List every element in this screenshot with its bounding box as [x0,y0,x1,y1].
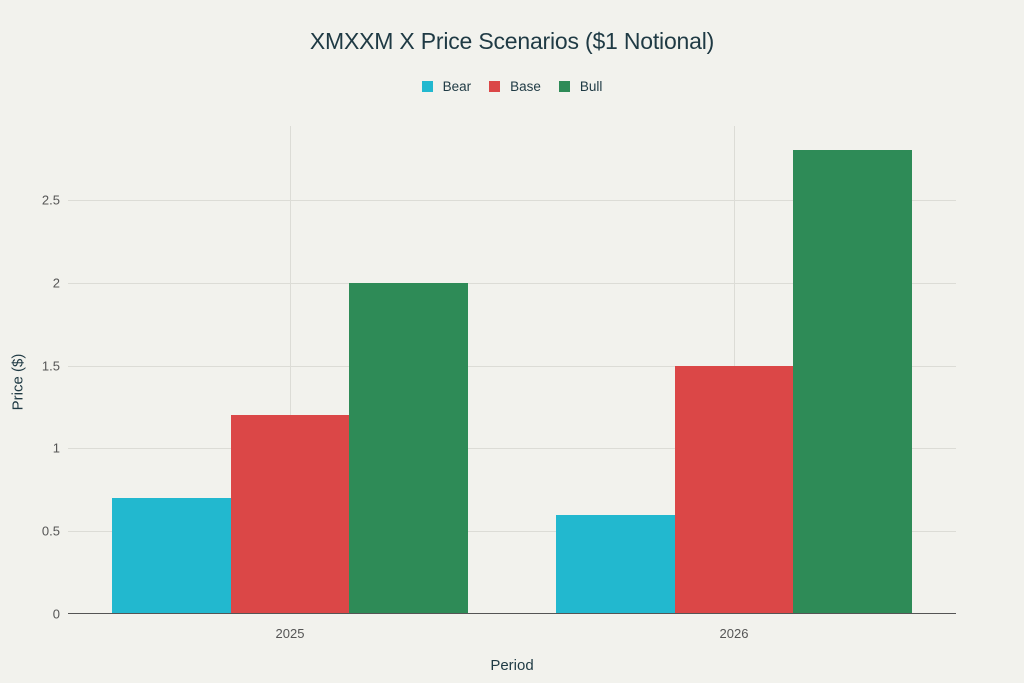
plot-area [68,126,956,614]
legend-label-bear: Bear [442,79,472,94]
v-gridline [290,126,291,614]
bar-base-2026[interactable] [674,365,794,614]
y-tick-label: 0.5 [41,523,60,539]
h-gridline [68,531,956,533]
bar-bear-2025[interactable] [112,498,231,614]
y-tick-label: 1 [52,440,60,456]
legend-label-base: Base [510,79,541,94]
x-axis-label: Period [490,657,534,674]
legend-item-bull[interactable]: Bull [558,79,603,94]
x-tick-label: 2026 [719,626,749,641]
y-axis-label: Price ($) [9,353,27,411]
legend-swatch-bull [558,81,570,92]
bar-bear-2026[interactable] [556,514,675,614]
y-tick-label: 2.5 [41,192,60,208]
h-gridline [68,282,956,284]
h-gridline [68,200,956,201]
bar-bull-2026[interactable] [793,150,912,614]
bar-base-2025[interactable] [230,415,350,614]
legend-swatch-bear [421,81,433,92]
y-tick-label: 0 [52,606,60,622]
legend: Bear Base Bull [0,79,1024,94]
y-tick-label: 1.5 [41,358,60,374]
y-tick-label: 2 [52,275,60,291]
legend-item-base[interactable]: Base [489,79,541,94]
x-axis-line [68,613,956,614]
h-gridline [68,448,956,450]
h-gridline [68,365,956,367]
x-tick-label: 2025 [275,626,305,641]
legend-swatch-base [489,81,501,92]
legend-item-bear[interactable]: Bear [421,79,472,94]
chart-title: XMXXM X Price Scenarios ($1 Notional) [309,28,715,54]
bar-bull-2025[interactable] [349,282,468,614]
legend-label-bull: Bull [579,79,603,94]
